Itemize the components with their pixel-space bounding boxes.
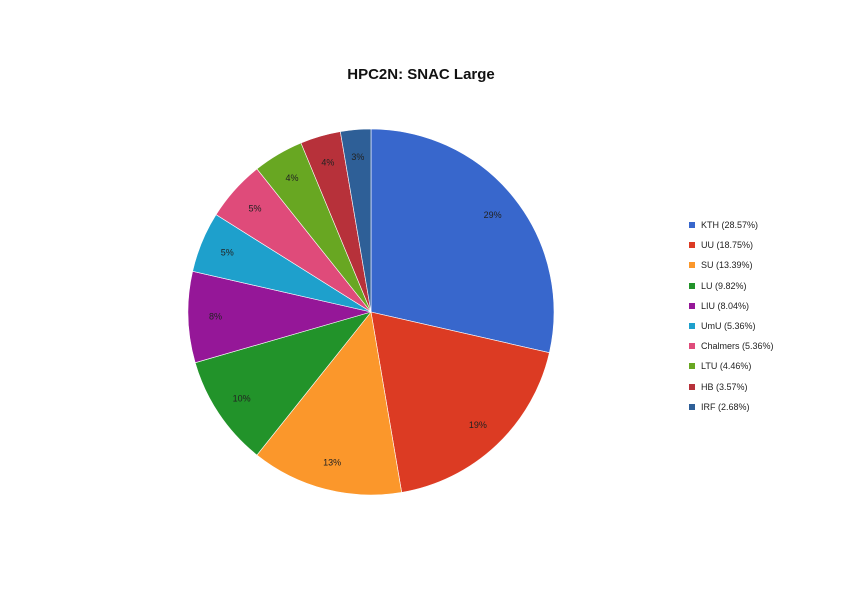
pie-slice-su	[256, 311, 403, 496]
legend-swatch	[689, 343, 695, 350]
legend-item-kth: KTH (28.57%)	[689, 215, 829, 235]
legend-item-su: SU (13.39%)	[689, 255, 829, 275]
legend-item-uu: UU (18.75%)	[689, 235, 829, 255]
legend-item-lu: LU (9.82%)	[689, 276, 829, 296]
chart-title: HPC2N: SNAC Large	[347, 66, 495, 83]
slice-label-hb: 4%	[321, 158, 334, 168]
legend-swatch	[689, 242, 695, 249]
legend-item-liu: LIU (8.04%)	[689, 296, 829, 316]
legend-item-irf: IRF (2.68%)	[689, 397, 829, 417]
legend-item-umu: UmU (5.36%)	[689, 316, 829, 336]
legend-item-hb: HB (3.57%)	[689, 377, 829, 397]
legend-swatch	[689, 403, 695, 410]
legend-swatch	[689, 222, 695, 229]
legend-swatch	[689, 302, 695, 309]
slice-label-kth: 29%	[484, 210, 502, 220]
legend-label: IRF (2.68%)	[701, 401, 750, 412]
pie-slice-liu	[187, 270, 372, 364]
slice-label-chalmers: 5%	[249, 203, 262, 213]
legend-label: UU (18.75%)	[701, 240, 754, 251]
slice-label-ltu: 4%	[285, 173, 298, 183]
legend-label: LIU (8.04%)	[701, 300, 750, 311]
legend-swatch	[689, 262, 695, 269]
legend-label: LU (9.82%)	[701, 280, 747, 291]
pie-slice-uu	[370, 311, 550, 493]
legend-swatch	[689, 363, 695, 370]
pie-slice-lu	[194, 311, 372, 456]
legend-swatch	[689, 282, 695, 289]
slice-label-su: 13%	[323, 458, 341, 468]
legend-label: Chalmers (5.36%)	[701, 341, 774, 352]
legend-label: KTH (28.57%)	[701, 220, 759, 231]
slice-label-irf: 3%	[351, 152, 364, 162]
slice-label-lu: 10%	[233, 393, 251, 403]
legend-item-ltu: LTU (4.46%)	[689, 356, 829, 376]
legend-label: LTU (4.46%)	[701, 361, 752, 372]
legend-label: SU (13.39%)	[701, 260, 753, 271]
slice-label-liu: 8%	[209, 311, 222, 321]
legend-label: UmU (5.36%)	[701, 321, 756, 332]
legend-swatch	[689, 323, 695, 330]
legend: KTH (28.57%) UU (18.75%) SU (13.39%) LU (9.…	[689, 215, 829, 417]
legend-label: HB (3.57%)	[701, 381, 748, 392]
pie-slice-kth	[370, 128, 555, 354]
slice-label-uu: 19%	[469, 420, 487, 430]
slice-label-umu: 5%	[221, 247, 234, 257]
legend-item-chalmers: Chalmers (5.36%)	[689, 336, 829, 356]
legend-swatch	[689, 383, 695, 390]
pie-slice-irf	[339, 128, 372, 313]
